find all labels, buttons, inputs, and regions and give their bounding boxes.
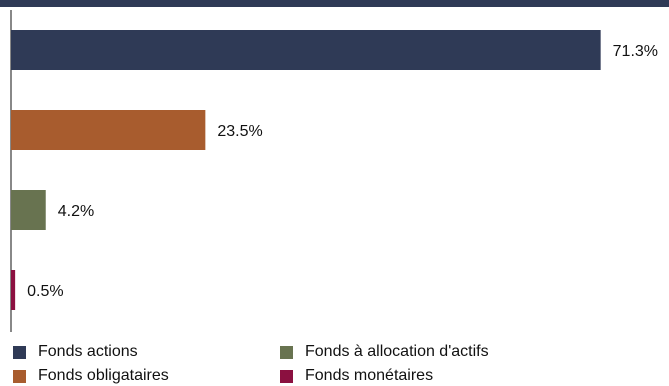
legend-item-fonds-allocation-actifs: Fonds à allocation d'actifs (280, 342, 489, 362)
legend-swatch-fonds-monetaires (280, 369, 293, 383)
legend: Fonds actions Fonds obligataires Fonds à… (13, 342, 613, 385)
legend-label: Fonds monétaires (305, 367, 434, 384)
legend-label: Fonds à allocation d'actifs (305, 343, 489, 360)
legend-label: Fonds obligataires (38, 367, 169, 384)
data-label-1: 23.5% (217, 123, 262, 140)
data-label-0: 71.3% (613, 43, 658, 60)
legend-item-fonds-monetaires: Fonds monétaires (280, 366, 433, 386)
bar-3 (11, 270, 16, 310)
legend-swatch-fonds-actions (13, 345, 26, 359)
legend-item-fonds-obligataires: Fonds obligataires (13, 366, 169, 386)
data-label-2: 4.2% (58, 203, 94, 220)
legend-label: Fonds actions (38, 343, 138, 360)
bar-chart: 71.3% 23.5% 4.2% 0.5% (10, 10, 658, 332)
legend-item-fonds-actions: Fonds actions (13, 342, 138, 362)
value-labels-group: 71.3% 23.5% 4.2% 0.5% (27, 43, 658, 300)
bar-0 (11, 30, 601, 70)
bar-2 (11, 190, 46, 230)
top-band (0, 0, 669, 7)
bar-1 (11, 110, 206, 150)
data-label-3: 0.5% (27, 283, 63, 300)
bars-group (11, 30, 601, 310)
legend-swatch-fonds-obligataires (13, 369, 26, 383)
legend-swatch-fonds-allocation-actifs (280, 345, 293, 359)
